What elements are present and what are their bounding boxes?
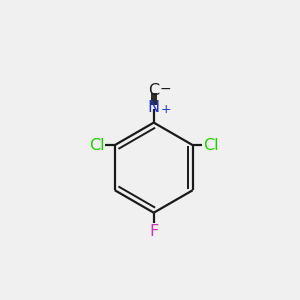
Text: Cl: Cl — [89, 138, 104, 153]
Text: N: N — [148, 100, 160, 115]
Text: F: F — [149, 224, 158, 239]
Text: −: − — [160, 81, 171, 95]
Text: C: C — [148, 83, 159, 98]
Text: Cl: Cl — [203, 138, 219, 153]
Text: +: + — [160, 103, 171, 116]
